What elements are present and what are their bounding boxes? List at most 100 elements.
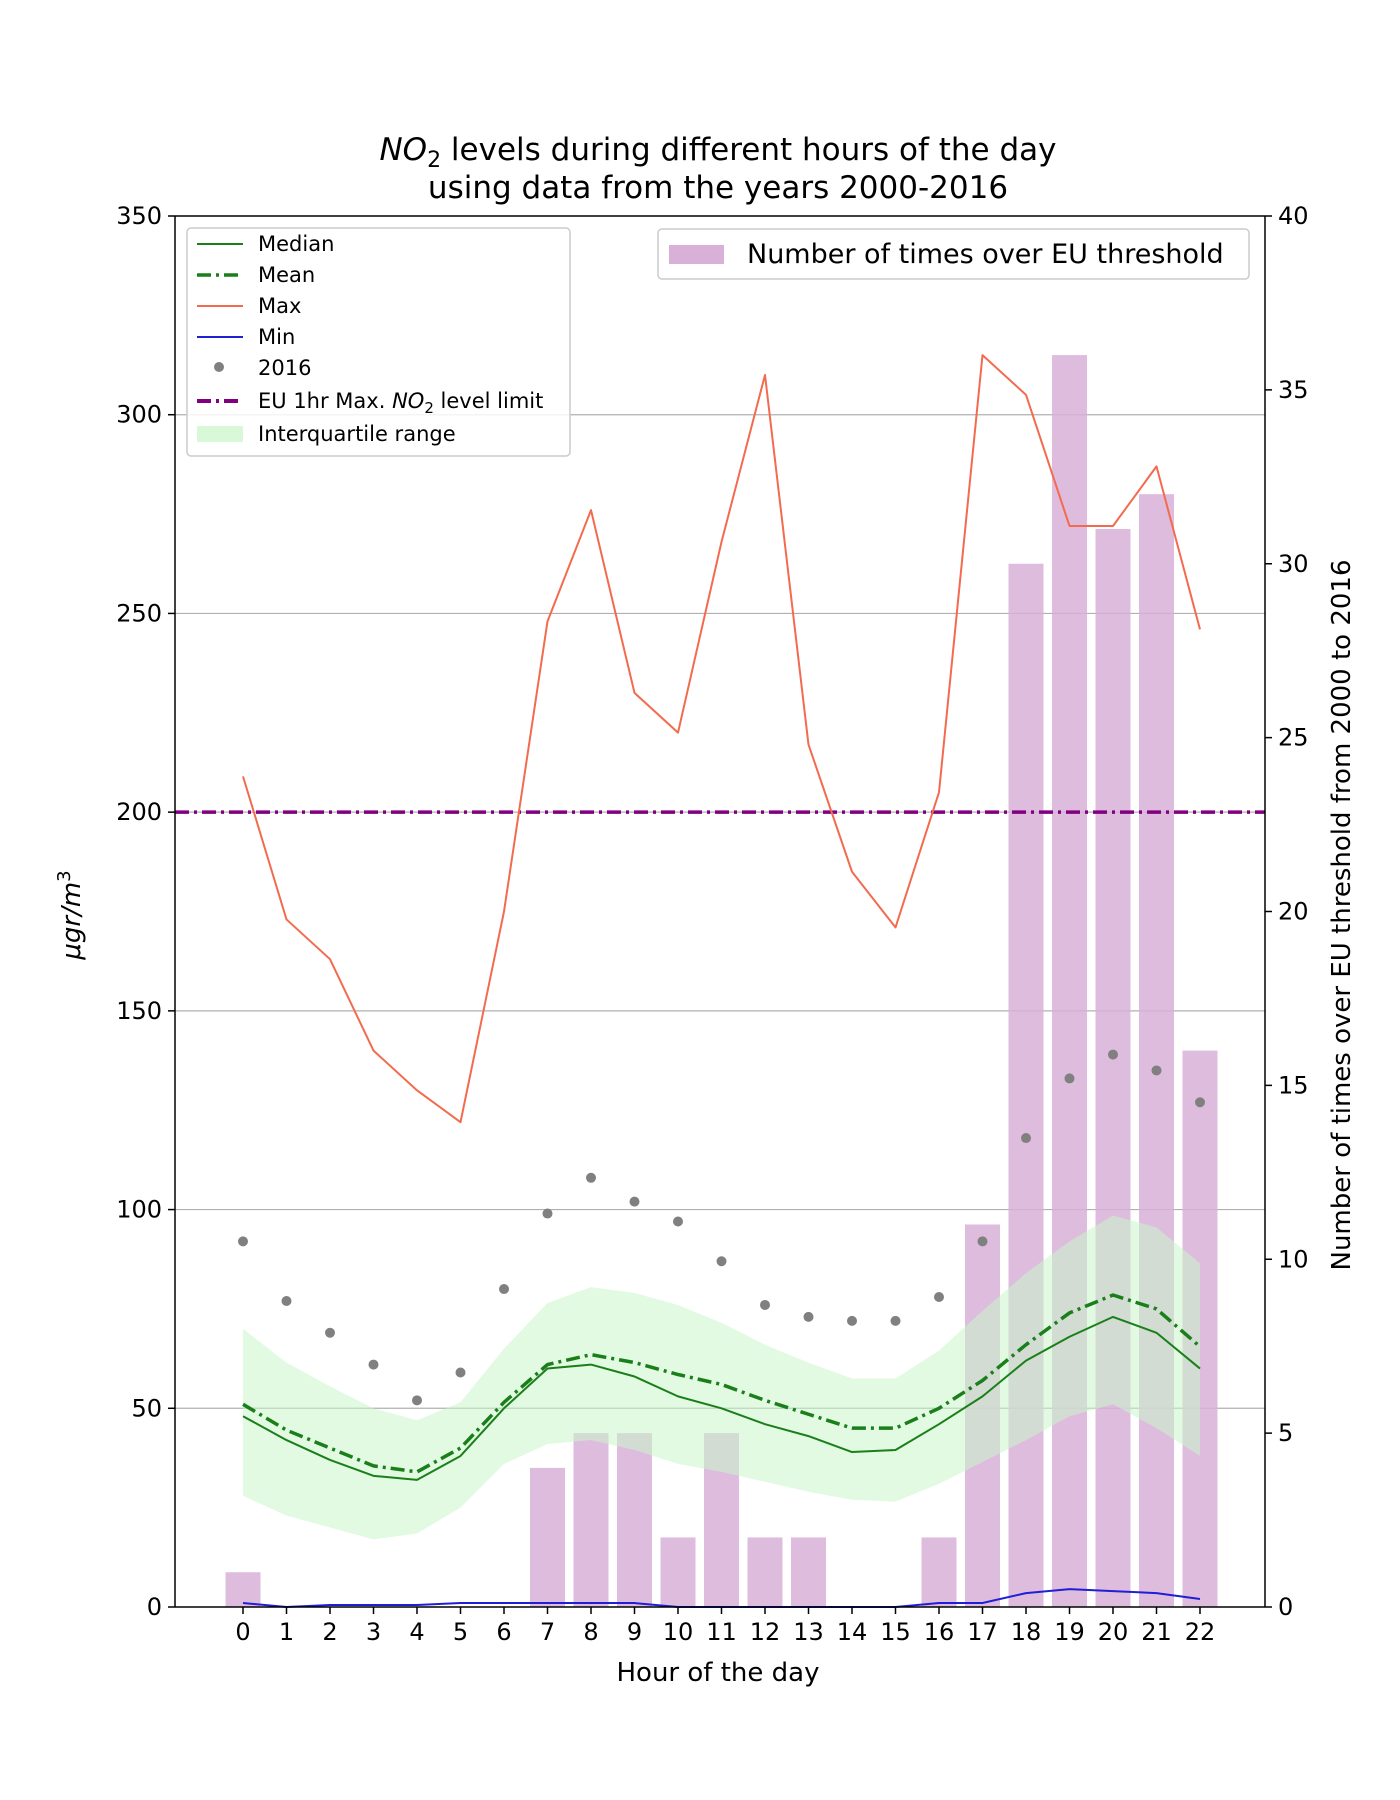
- y-tick-label-350: 350: [116, 202, 162, 230]
- y-tick-label-150: 150: [116, 997, 162, 1025]
- y2-tick-label-30: 30: [1278, 550, 1309, 578]
- x-tick-label-1: 1: [279, 1618, 294, 1646]
- iqr-band: [243, 1215, 1200, 1540]
- point-2016-hour-17: [977, 1236, 988, 1247]
- legend-left-frame: [186, 227, 571, 457]
- point-2016-hour-5: [455, 1367, 466, 1378]
- legend-iqr-label: Interquartile range: [258, 422, 456, 446]
- point-2016-hour-8: [586, 1172, 596, 1183]
- bar-hour-9: [617, 1433, 652, 1607]
- point-2016-hour-1: [281, 1295, 292, 1306]
- x-tick-label-4: 4: [409, 1618, 424, 1646]
- y2-axis-label: Number of times over EU threshold from 2…: [1327, 559, 1357, 1270]
- point-2016-hour-18: [1021, 1133, 1031, 1144]
- series-median-line: [242, 1315, 1201, 1481]
- x-tick-label-16: 16: [924, 1618, 955, 1646]
- x-tick-label-13: 13: [793, 1618, 824, 1646]
- point-2016-hour-14: [847, 1315, 857, 1326]
- point-2016-hour-2: [325, 1327, 335, 1338]
- point-2016-hour-22: [1195, 1097, 1205, 1108]
- legend-right-frame: [657, 228, 1250, 280]
- point-2016-hour-16: [934, 1292, 944, 1303]
- y-tick-label-0: 0: [147, 1593, 162, 1621]
- x-tick-label-2: 2: [322, 1618, 337, 1646]
- x-tick-label-14: 14: [837, 1618, 868, 1646]
- point-2016-hour-20: [1108, 1049, 1118, 1060]
- y2-tick-label-25: 25: [1278, 724, 1309, 752]
- y-axis-label: μgr/m3: [54, 870, 87, 960]
- y-tick-label-300: 300: [116, 401, 162, 429]
- y2-tick-label-15: 15: [1278, 1071, 1309, 1099]
- y2-tick-label-0: 0: [1278, 1593, 1293, 1621]
- bar-hour-7: [530, 1467, 565, 1607]
- point-2016-hour-7: [542, 1208, 553, 1219]
- bar-hour-12: [747, 1537, 783, 1607]
- point-2016-hour-21: [1151, 1065, 1162, 1076]
- y-tick-label-50: 50: [131, 1394, 162, 1422]
- legend-max-label: Max: [258, 294, 301, 318]
- bar-hour-16: [921, 1537, 957, 1607]
- y-tick-label-250: 250: [116, 599, 162, 627]
- point-2016-hour-11: [716, 1256, 727, 1267]
- legend-bars-label: Number of times over EU threshold: [747, 239, 1224, 270]
- bar-hour-21: [1139, 494, 1174, 1608]
- bar-hour-18: [1008, 563, 1044, 1607]
- x-tick-label-7: 7: [540, 1618, 555, 1646]
- point-2016-hour-13: [803, 1311, 814, 1322]
- x-tick-label-22: 22: [1185, 1618, 1216, 1646]
- point-2016-hour-19: [1064, 1073, 1075, 1084]
- x-tick-label-11: 11: [706, 1618, 737, 1646]
- x-tick-label-18: 18: [1011, 1618, 1042, 1646]
- x-tick-label-12: 12: [750, 1618, 781, 1646]
- y-tick-label-200: 200: [116, 798, 162, 826]
- bar-hour-8: [573, 1433, 609, 1607]
- legend-median-label: Median: [258, 232, 334, 256]
- y-tick-label-100: 100: [116, 1196, 162, 1224]
- plot-area: [175, 354, 1265, 1608]
- point-2016-hour-4: [412, 1395, 422, 1406]
- legend-2016-label: 2016: [258, 356, 311, 380]
- legend-bars-swatch: [669, 245, 724, 264]
- bar-hour-13: [791, 1537, 826, 1607]
- chart-title-line1: NO2 levels during different hours of the…: [379, 132, 1056, 173]
- x-tick-label-9: 9: [627, 1618, 642, 1646]
- point-2016-hour-9: [629, 1196, 640, 1207]
- x-tick-label-21: 21: [1141, 1618, 1172, 1646]
- series-max-line: [242, 354, 1201, 1124]
- y2-tick-label-5: 5: [1278, 1419, 1293, 1447]
- point-2016-hour-0: [238, 1236, 248, 1247]
- bar-hour-20: [1095, 528, 1131, 1607]
- legend-mean-label: Mean: [258, 263, 315, 287]
- y2-tick-label-20: 20: [1278, 898, 1309, 926]
- y2-tick-label-40: 40: [1278, 202, 1309, 230]
- y2-tick-label-10: 10: [1278, 1245, 1309, 1273]
- legend-2016-swatch: [214, 362, 224, 372]
- legend-left: Median Mean Max Min 2016 EU 1hr Max. NO2…: [186, 227, 571, 457]
- x-tick-label-8: 8: [583, 1618, 598, 1646]
- chart-title-line2: using data from the years 2000-2016: [428, 170, 1008, 206]
- legend-eu-label: EU 1hr Max. NO2 level limit: [258, 389, 543, 417]
- x-axis-label: Hour of the day: [617, 1658, 820, 1688]
- point-2016-hour-3: [368, 1359, 379, 1370]
- x-tick-label-17: 17: [967, 1618, 998, 1646]
- series-mean-line: [242, 1293, 1202, 1474]
- x-tick-label-19: 19: [1054, 1618, 1085, 1646]
- point-2016-hour-12: [760, 1299, 770, 1310]
- legend-min-label: Min: [258, 325, 295, 349]
- x-tick-label-0: 0: [235, 1618, 250, 1646]
- legend-iqr-swatch: [197, 426, 243, 442]
- legend-right: Number of times over EU threshold: [657, 228, 1250, 280]
- x-tick-label-6: 6: [496, 1618, 511, 1646]
- x-tick-label-10: 10: [663, 1618, 694, 1646]
- x-tick-label-20: 20: [1098, 1618, 1129, 1646]
- y2-tick-label-35: 35: [1278, 376, 1309, 404]
- point-2016-hour-10: [673, 1216, 683, 1227]
- bar-hour-10: [660, 1537, 696, 1607]
- bar-hour-0: [225, 1572, 261, 1607]
- point-2016-hour-6: [499, 1284, 509, 1295]
- x-tick-label-15: 15: [880, 1618, 911, 1646]
- point-2016-hour-15: [890, 1315, 901, 1326]
- x-tick-label-5: 5: [453, 1618, 468, 1646]
